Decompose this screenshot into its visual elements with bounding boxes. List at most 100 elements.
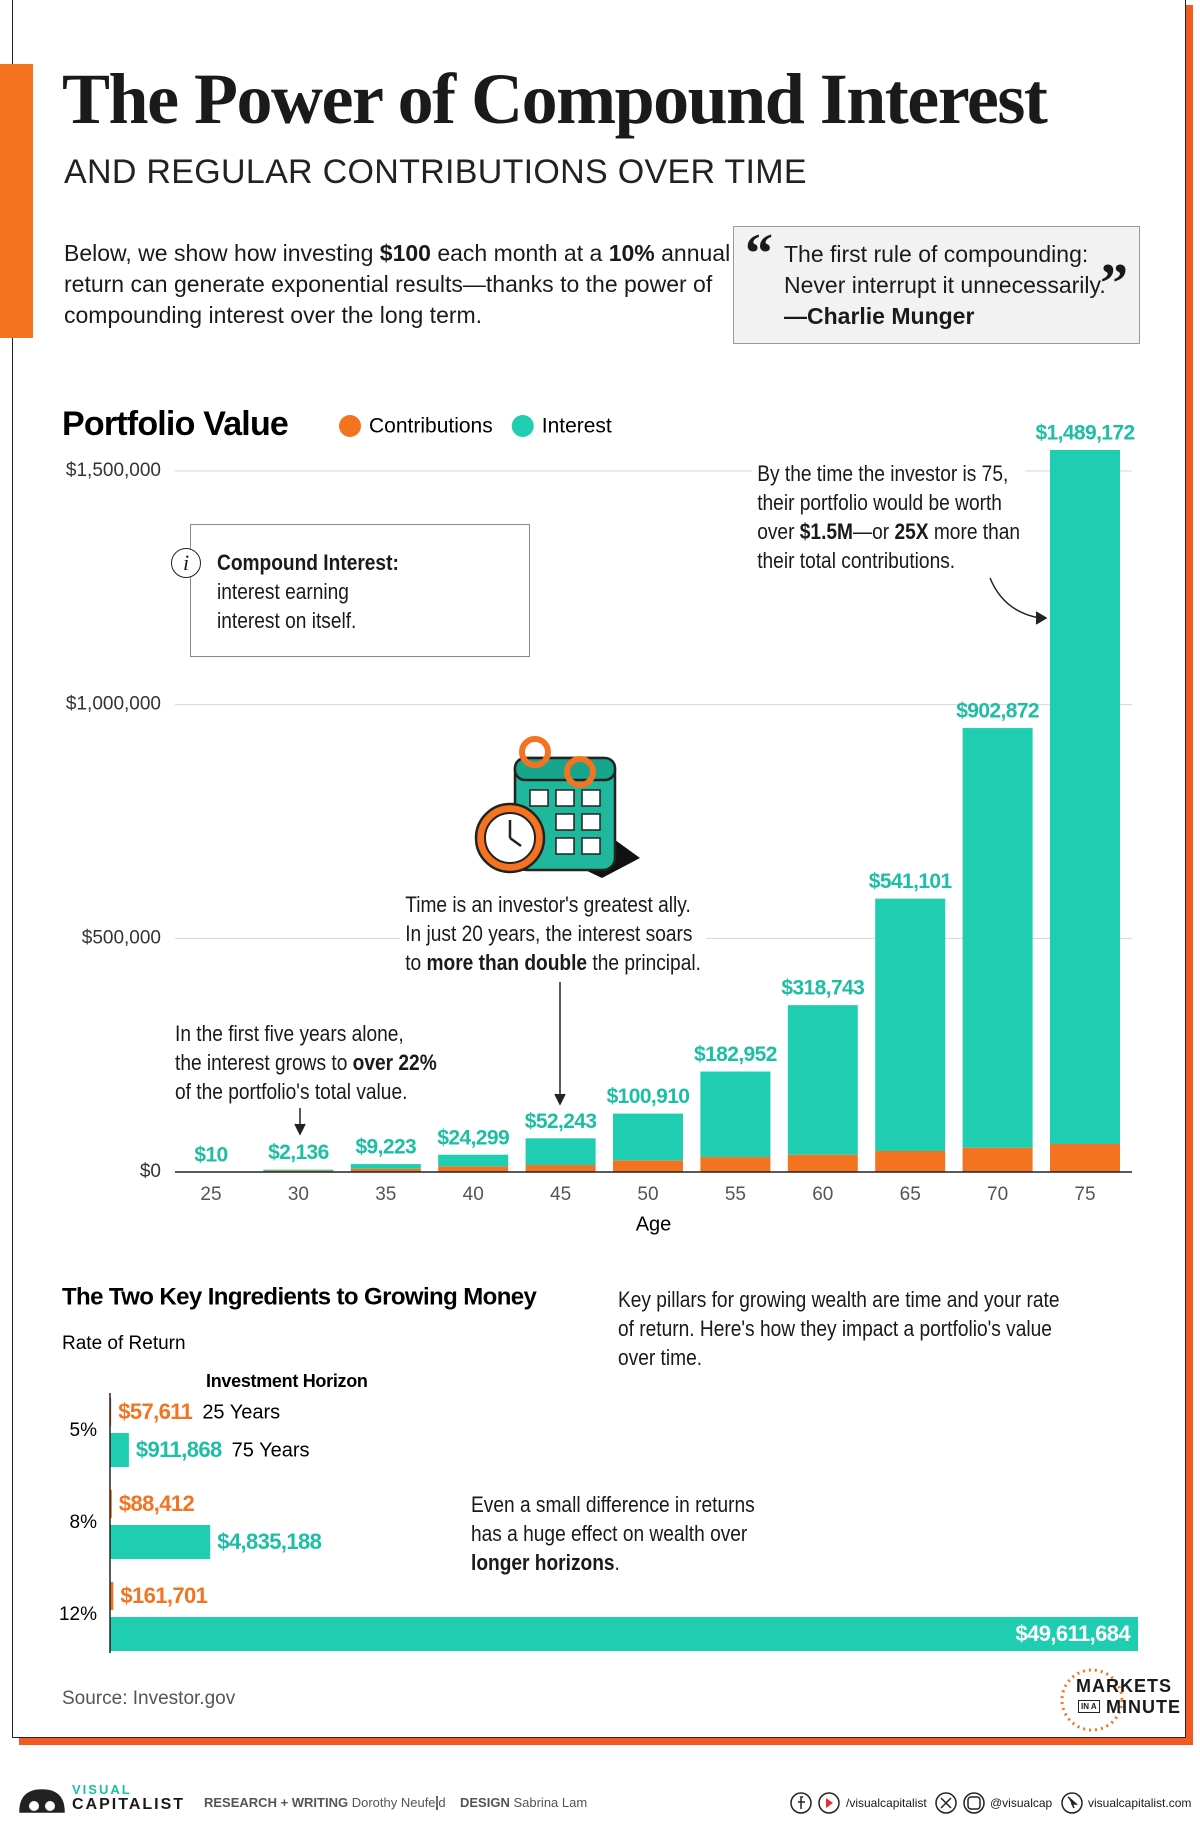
credits: DESIGN Sabrina Lam bbox=[460, 1795, 587, 1810]
y-tick-label: $1,500,000 bbox=[66, 460, 161, 481]
credit-name: Dorothy Neufeld bbox=[351, 1795, 446, 1810]
description-line: Key pillars for growing wealth are time … bbox=[618, 1287, 1060, 1312]
credits: RESEARCH + WRITING Dorothy Neufeld bbox=[204, 1795, 446, 1810]
x-tick-label: 25 bbox=[200, 1184, 221, 1205]
bar bbox=[110, 1433, 129, 1467]
social-handle[interactable]: @visualcap bbox=[990, 1796, 1053, 1810]
info-icon: i bbox=[171, 548, 201, 578]
credit-role: RESEARCH + WRITING bbox=[204, 1795, 349, 1810]
bar-segment bbox=[787, 1005, 858, 1155]
bar-segment bbox=[700, 1157, 771, 1172]
x-tick-label: 75 bbox=[1074, 1184, 1095, 1205]
bar-segment bbox=[263, 1169, 334, 1171]
badge-word: IN A bbox=[1078, 1700, 1100, 1713]
info-line: interest on itself. bbox=[217, 608, 357, 633]
x-axis-title: Age bbox=[636, 1213, 672, 1235]
bar-segment bbox=[1050, 1143, 1120, 1172]
x-tick-label: 70 bbox=[987, 1184, 1008, 1205]
annotation-bold: longer horizons bbox=[471, 1550, 615, 1575]
badge-word: MARKETS bbox=[1076, 1676, 1172, 1696]
credit-name: Sabrina Lam bbox=[513, 1795, 588, 1810]
value-label: $4,835,188 bbox=[217, 1529, 321, 1554]
total-label: $182,952 bbox=[694, 1043, 777, 1066]
quote-open: “ bbox=[745, 223, 773, 285]
credit-role: DESIGN bbox=[460, 1795, 510, 1810]
intro-text: compounding interest over the long term. bbox=[64, 302, 483, 328]
bar-segment bbox=[438, 1166, 509, 1172]
annotation-text: In just 20 years, the interest soars bbox=[405, 921, 693, 946]
bar-segment bbox=[525, 1138, 596, 1165]
quote-close: ” bbox=[1100, 253, 1128, 315]
legend-label: 75 Years bbox=[232, 1439, 310, 1461]
annotation-text: their total contributions. bbox=[757, 548, 956, 573]
total-label: $10 bbox=[194, 1144, 227, 1167]
total-label: $902,872 bbox=[956, 700, 1039, 723]
y-tick-label: 12% bbox=[59, 1604, 97, 1625]
value-label: $57,611 bbox=[118, 1399, 192, 1424]
annotation-text: By the time the investor is 75, bbox=[757, 461, 1009, 486]
legend-label: Interest bbox=[542, 415, 612, 438]
total-label: $24,299 bbox=[437, 1126, 509, 1149]
annotation-text: the principal. bbox=[587, 950, 701, 975]
total-label: $2,136 bbox=[268, 1141, 329, 1164]
badge-word: MINUTE bbox=[1106, 1697, 1181, 1717]
bar-segment bbox=[875, 898, 946, 1151]
annotation-arrows bbox=[294, 577, 1048, 1136]
subtitle: AND REGULAR CONTRIBUTIONS OVER TIME bbox=[64, 153, 807, 191]
bar-segment bbox=[962, 1147, 1033, 1172]
section-description: Key pillars for growing wealth are time … bbox=[618, 1285, 1059, 1372]
total-label: $541,101 bbox=[869, 870, 953, 893]
bar-segment bbox=[613, 1113, 683, 1161]
info-box bbox=[190, 524, 530, 657]
bar-segment bbox=[438, 1154, 509, 1167]
y-tick-label: $1,000,000 bbox=[66, 694, 161, 715]
bar-segment bbox=[875, 1150, 946, 1172]
y-axis-title: Rate of Return bbox=[62, 1333, 186, 1354]
annotation: Time is an investor's greatest ally. In j… bbox=[400, 890, 707, 977]
bar-segment bbox=[525, 1164, 596, 1172]
legend-swatch bbox=[339, 415, 361, 437]
total-label: $9,223 bbox=[355, 1136, 416, 1159]
annotation-text: Even a small difference in returns bbox=[471, 1492, 755, 1517]
value-label: $161,701 bbox=[120, 1583, 207, 1608]
value-label: $88,412 bbox=[119, 1491, 195, 1516]
quote-line: Never interrupt it unnecessarily. bbox=[784, 272, 1106, 298]
social-handle[interactable]: /visualcapitalist bbox=[846, 1796, 927, 1810]
quote-text: The first rule of compounding: Never inte… bbox=[784, 239, 1106, 332]
annotation-text: their portfolio would be worth bbox=[757, 490, 1002, 515]
intro: Below, we show how investing $100 each m… bbox=[64, 238, 730, 331]
badge-arc bbox=[1060, 1668, 1124, 1732]
annotation-text: In the first five years alone, bbox=[175, 1021, 404, 1046]
website[interactable]: visualcapitalist.com bbox=[1088, 1796, 1192, 1810]
bar-segment bbox=[700, 1071, 771, 1158]
annotation: Even a small difference in returns has a … bbox=[471, 1490, 755, 1577]
bar-segment bbox=[350, 1164, 421, 1169]
info-term: Compound Interest: bbox=[217, 550, 399, 575]
x-tick-label: 30 bbox=[288, 1184, 309, 1205]
value-label: $911,868 bbox=[136, 1437, 222, 1462]
calendar-illustration bbox=[474, 736, 640, 878]
quote-box bbox=[733, 226, 1140, 344]
annotation-text: of the portfolio's total value. bbox=[175, 1079, 408, 1104]
legend-swatch bbox=[511, 415, 534, 437]
source: Source: Investor.gov bbox=[62, 1688, 236, 1709]
description-line: of return. Here's how they impact a port… bbox=[618, 1316, 1052, 1341]
x-tick-label: 35 bbox=[375, 1184, 396, 1205]
annotation-text: . bbox=[614, 1550, 620, 1575]
bar-segment bbox=[613, 1160, 683, 1172]
info-line: interest earning bbox=[217, 579, 349, 604]
x-tick-label: 45 bbox=[550, 1184, 571, 1205]
brand: CAPITALIST bbox=[72, 1796, 186, 1813]
y-tick-label: $500,000 bbox=[82, 927, 161, 948]
info-text: Compound Interest: interest earning intere… bbox=[217, 548, 399, 635]
annotation: In the first five years alone, the intere… bbox=[175, 1019, 437, 1106]
legend-label: Contributions bbox=[369, 415, 493, 438]
annotation-text: the interest grows to bbox=[175, 1050, 353, 1075]
intro-bold: $100 bbox=[379, 240, 431, 266]
annotation-text: has a huge effect on wealth over bbox=[471, 1521, 748, 1546]
total-label: $318,743 bbox=[781, 977, 864, 1000]
footer-icons bbox=[19, 1789, 1083, 1814]
value-label: $49,611,684 bbox=[1015, 1621, 1131, 1646]
